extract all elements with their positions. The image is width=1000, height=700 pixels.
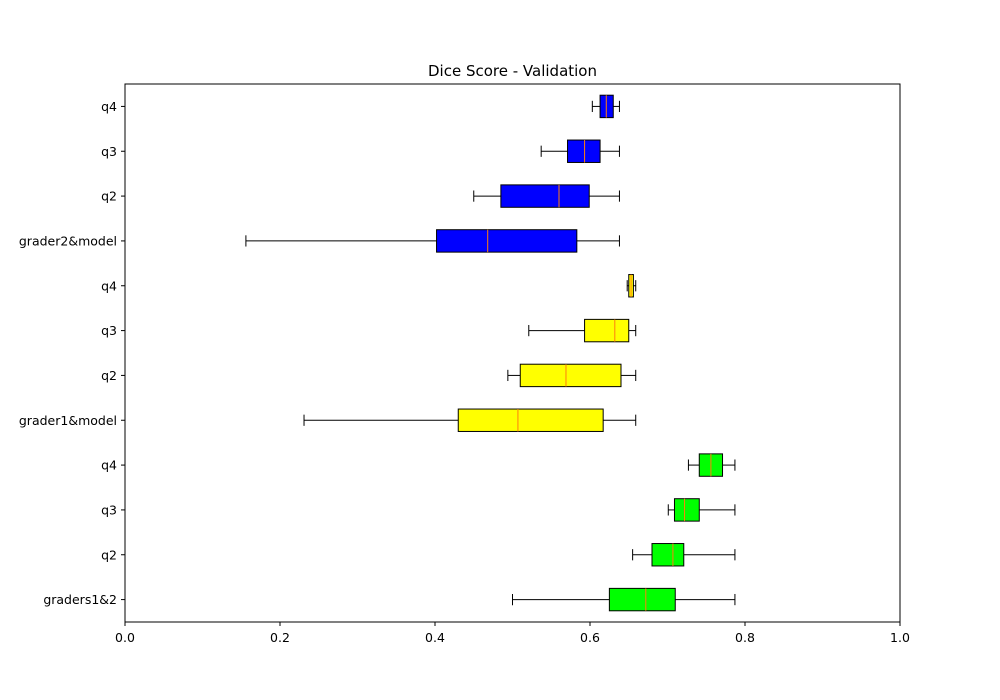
- box-group: [512, 587, 736, 612]
- box-group: [687, 453, 736, 477]
- box: [567, 139, 601, 163]
- boxes-layer: [245, 94, 736, 612]
- box: [457, 408, 604, 432]
- box-group: [540, 139, 620, 163]
- plot-frame: [124, 83, 901, 623]
- y-tick-label: q4: [101, 99, 117, 114]
- y-tick-label: q4: [101, 458, 117, 473]
- x-tick-label: 0.2: [270, 630, 290, 645]
- y-tick-label: q2: [101, 547, 117, 562]
- y-tick-label: q3: [101, 144, 117, 159]
- x-axis: 0.0 0.2 0.4 0.6 0.8 1.0: [115, 622, 910, 645]
- box-group: [591, 94, 620, 119]
- x-tick-label: 1.0: [890, 630, 910, 645]
- box: [584, 318, 630, 343]
- box-group: [245, 229, 620, 253]
- x-tick-label: 0.0: [115, 630, 135, 645]
- chart-title: Dice Score - Validation: [428, 62, 597, 80]
- y-tick-label: grader1&model: [19, 413, 117, 428]
- x-tick-label: 0.4: [425, 630, 445, 645]
- box: [519, 363, 622, 388]
- x-tick-label: 0.8: [735, 630, 755, 645]
- box-group: [626, 274, 637, 298]
- y-tick-label: grader2&model: [19, 233, 117, 248]
- box-group: [473, 184, 620, 208]
- y-tick-label: q2: [101, 368, 117, 383]
- box: [608, 587, 676, 612]
- y-tick-label: q4: [101, 278, 117, 293]
- box-group: [667, 498, 736, 522]
- box-group: [528, 318, 637, 343]
- box: [673, 498, 700, 522]
- y-tick-label: q3: [101, 323, 117, 338]
- y-tick-label: q2: [101, 189, 117, 204]
- box: [500, 184, 590, 208]
- y-tick-label: q3: [101, 502, 117, 517]
- box: [651, 543, 685, 567]
- box-group: [632, 543, 736, 567]
- box-group: [507, 363, 637, 388]
- y-tick-label: graders1&2: [43, 592, 117, 607]
- x-tick-label: 0.6: [580, 630, 600, 645]
- box: [436, 229, 578, 253]
- box-group: [303, 408, 637, 432]
- y-axis: graders1&2 q2 q3 q4 grader1&model q2 q3 q4 grade…: [19, 99, 125, 607]
